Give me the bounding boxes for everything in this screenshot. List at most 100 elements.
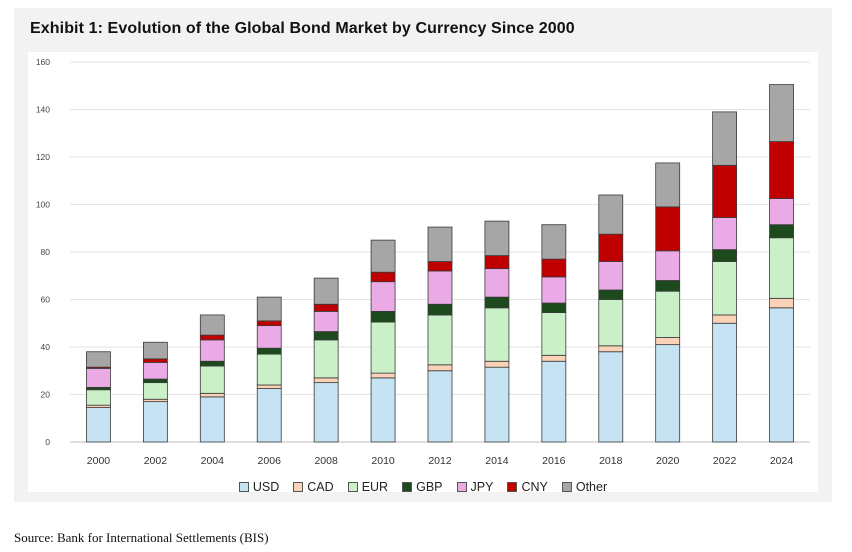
bar-segment-usd-2014	[484, 366, 510, 443]
bar-segment-jpy-2008	[313, 310, 339, 332]
bar-segment-cny-2010	[370, 271, 396, 283]
bar-segment-eur-2024	[769, 237, 794, 299]
bar-segment-cad-2020	[655, 337, 681, 346]
bar-segment-cad-2014	[484, 360, 510, 368]
bar-segment-jpy-2024	[769, 198, 794, 226]
bar-segment-usd-2010	[370, 377, 396, 443]
y-tick-label: 140	[36, 105, 50, 115]
bar-segment-other-2010	[370, 239, 396, 273]
bar-segment-gbp-2012	[427, 303, 453, 316]
legend-item-jpy: JPY	[456, 480, 493, 494]
bar-segment-other-2008	[313, 277, 339, 305]
legend-label: CNY	[521, 480, 548, 494]
bar-segment-jpy-2006	[256, 325, 282, 349]
x-tick-label: 2000	[87, 455, 111, 467]
x-tick-label: 2018	[599, 455, 623, 467]
legend-swatch	[456, 482, 467, 492]
bar-segment-gbp-2004	[199, 360, 225, 367]
stacked-bar-chart: 0 20 40 60 80 100 120 140 160 2000 2002 2004 2006 200…	[36, 57, 810, 467]
bar-segment-gbp-2008	[313, 331, 339, 341]
bar-segment-eur-2002	[142, 382, 168, 400]
bar-segment-other-2006	[256, 296, 282, 322]
legend-item-eur: EUR	[347, 480, 388, 494]
bar-segment-other-2012	[427, 226, 453, 262]
bar-segment-gbp-2016	[541, 302, 567, 313]
y-tick-label: 100	[36, 200, 50, 210]
bar-segment-eur-2004	[199, 365, 225, 394]
bar-segment-cad-2022	[712, 314, 738, 324]
bar-segment-other-2024	[769, 84, 794, 142]
legend-item-cny: CNY	[507, 480, 548, 494]
bar-segment-other-2022	[712, 111, 738, 166]
bar-segment-eur-2022	[712, 261, 738, 316]
legend-swatch	[402, 482, 413, 492]
bar-segment-other-2016	[541, 224, 567, 260]
legend-swatch	[347, 482, 358, 492]
legend-item-other: Other	[561, 480, 608, 494]
bar-segment-gbp-2020	[655, 280, 681, 292]
bar-segment-usd-2020	[655, 344, 681, 443]
bar-segment-cad-2008	[313, 377, 339, 384]
y-tick-label: 160	[36, 57, 50, 67]
x-tick-label: 2010	[371, 455, 395, 467]
y-tick-label: 0	[45, 437, 50, 447]
legend-item-usd: USD	[238, 480, 280, 494]
bar-segment-gbp-2024	[769, 224, 794, 239]
bar-segment-other-2020	[655, 162, 681, 208]
bar-segment-cad-2016	[541, 354, 567, 362]
bar-segment-usd-2016	[541, 360, 567, 443]
legend-label: USD	[252, 480, 280, 494]
legend-label: GBP	[416, 480, 443, 494]
bar-segment-other-2004	[199, 314, 225, 336]
bar-segment-cny-2006	[256, 320, 282, 327]
bar-segment-cny-2020	[655, 206, 681, 252]
y-tick-label: 60	[41, 295, 51, 305]
bar-segment-cad-2010	[370, 372, 396, 379]
bar-segment-jpy-2016	[541, 276, 567, 304]
plot-area: 0 20 40 60 80 100 120 140 160 2000 2002 2004 2006 200…	[28, 52, 818, 494]
bar-segment-usd-2004	[199, 396, 225, 443]
x-tick-label: 2002	[144, 455, 168, 467]
bar-segment-usd-2012	[427, 370, 453, 443]
bar-segment-eur-2012	[427, 314, 453, 366]
y-tick-label: 120	[36, 152, 50, 162]
bar-segment-usd-2000	[86, 407, 111, 443]
legend-swatch	[561, 482, 572, 492]
bar-segment-eur-2020	[655, 290, 681, 338]
bar-segment-cad-2006	[256, 384, 282, 389]
chart-legend: USD CAD EUR GBP JPY CNY Other	[28, 480, 818, 494]
x-tick-label: 2020	[656, 455, 680, 467]
bar-segment-cny-2024	[769, 141, 794, 199]
bar-segment-cny-2004	[199, 334, 225, 341]
bar-segment-usd-2018	[598, 351, 624, 443]
bar-segment-jpy-2002	[142, 362, 168, 380]
legend-swatch	[238, 482, 249, 492]
bar-segment-jpy-2022	[712, 217, 738, 251]
bar-segment-usd-2024	[769, 307, 794, 443]
bar-segment-cny-2014	[484, 255, 510, 270]
x-tick-label: 2012	[428, 455, 452, 467]
bar-segment-jpy-2004	[199, 339, 225, 362]
bar-segment-jpy-2014	[484, 268, 510, 298]
y-tick-label: 20	[41, 390, 51, 400]
bar-segment-eur-2010	[370, 321, 396, 374]
bar-segment-eur-2006	[256, 353, 282, 386]
bar-segment-cny-2022	[712, 164, 738, 218]
y-tick-label: 40	[41, 342, 51, 352]
bar-segment-cny-2008	[313, 303, 339, 312]
bar-segment-other-2018	[598, 194, 624, 235]
bar-segment-eur-2018	[598, 299, 624, 347]
bar-segment-cny-2018	[598, 233, 624, 262]
bar-segment-gbp-2022	[712, 249, 738, 262]
bar-segment-cad-2004	[199, 392, 225, 398]
bar-segment-jpy-2000	[86, 367, 111, 388]
chart-title: Exhibit 1: Evolution of the Global Bond …	[30, 20, 575, 37]
bar-segment-jpy-2012	[427, 270, 453, 305]
x-tick-label: 2014	[485, 455, 509, 467]
legend-item-gbp: GBP	[402, 480, 443, 494]
bar-segment-cny-2016	[541, 258, 567, 278]
legend-label: Other	[575, 480, 608, 494]
bar-segment-other-2002	[142, 341, 168, 360]
bar-segment-gbp-2018	[598, 289, 624, 300]
y-tick-label: 80	[41, 247, 51, 257]
